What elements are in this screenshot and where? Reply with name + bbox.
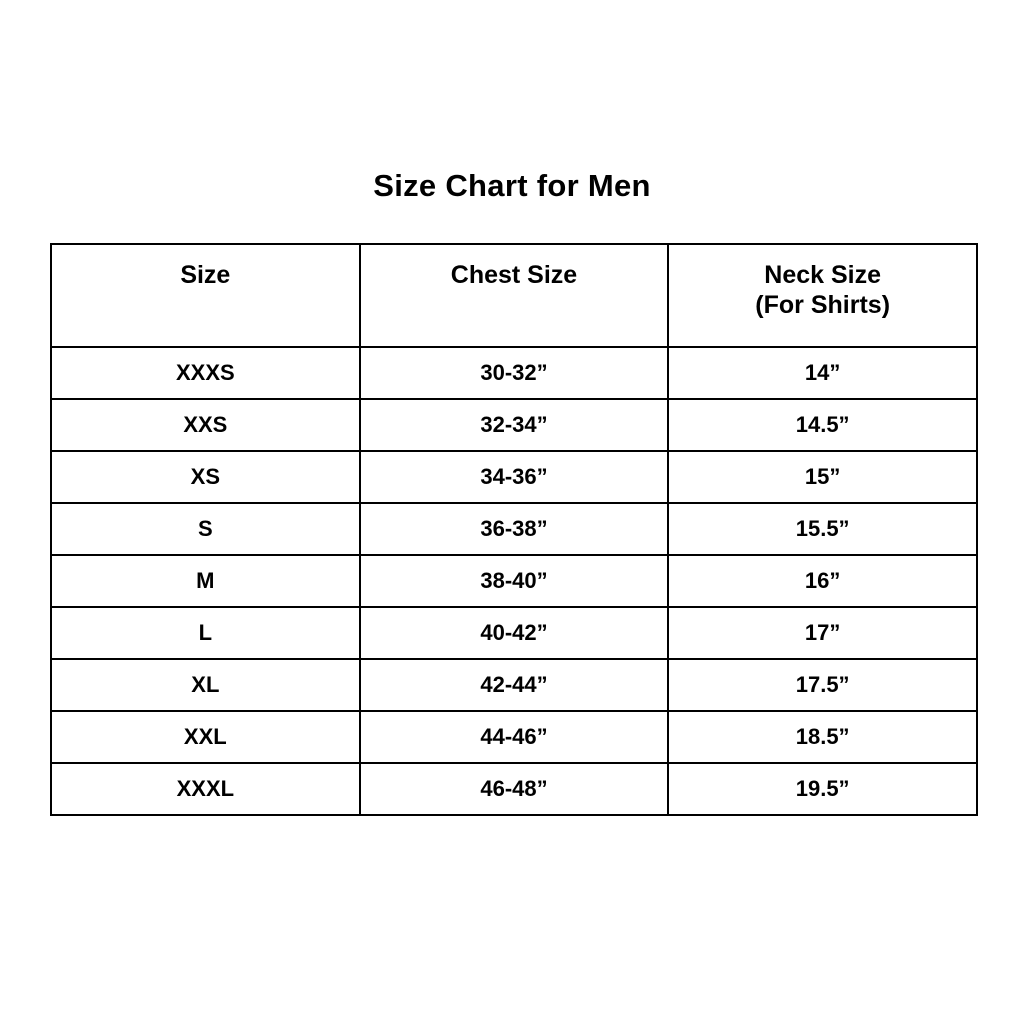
cell-size: XS [50,450,361,504]
header-row: Size Chest Size Neck Size (For Shirts) [50,243,978,348]
table-row: XXXS 30-32” 14” [50,346,978,400]
table-row: XXXL 46-48” 19.5” [50,762,978,816]
cell-size: XXXL [50,762,361,816]
cell-neck-size: 14” [667,346,978,400]
cell-neck-size: 17” [667,606,978,660]
header-neck-line1: Neck Size [764,261,882,289]
cell-chest-size: 36-38” [358,502,670,556]
cell-size: XXL [50,710,361,764]
table-row: XL 42-44” 17.5” [50,658,978,712]
table-row: S 36-38” 15.5” [50,502,978,556]
cell-neck-size: 16” [667,554,978,608]
table-row: M 38-40” 16” [50,554,978,608]
table-row: L 40-42” 17” [50,606,978,660]
cell-chest-size: 34-36” [358,450,670,504]
size-chart-table-container: Size Chest Size Neck Size (For Shirts) X… [50,243,978,816]
size-chart-table: Size Chest Size Neck Size (For Shirts) X… [50,243,978,816]
page-title: Size Chart for Men [373,168,651,203]
cell-neck-size: 19.5” [667,762,978,816]
cell-chest-size: 44-46” [358,710,670,764]
cell-neck-size: 14.5” [667,398,978,452]
header-cell-chest-size: Chest Size [358,243,670,348]
cell-chest-size: 32-34” [358,398,670,452]
cell-chest-size: 30-32” [358,346,670,400]
cell-neck-size: 15.5” [667,502,978,556]
cell-size: M [50,554,361,608]
table-row: XXS 32-34” 14.5” [50,398,978,452]
table-row: XS 34-36” 15” [50,450,978,504]
cell-size: XL [50,658,361,712]
cell-size: XXS [50,398,361,452]
cell-neck-size: 15” [667,450,978,504]
table-row: XXL 44-46” 18.5” [50,710,978,764]
cell-chest-size: 42-44” [358,658,670,712]
cell-neck-size: 17.5” [667,658,978,712]
cell-neck-size: 18.5” [667,710,978,764]
cell-size: L [50,606,361,660]
cell-size: XXXS [50,346,361,400]
header-cell-neck-size: Neck Size (For Shirts) [667,243,978,348]
cell-chest-size: 46-48” [358,762,670,816]
header-neck-line2: (For Shirts) [755,291,891,319]
cell-chest-size: 40-42” [358,606,670,660]
header-cell-size: Size [50,243,361,348]
cell-size: S [50,502,361,556]
cell-chest-size: 38-40” [358,554,670,608]
